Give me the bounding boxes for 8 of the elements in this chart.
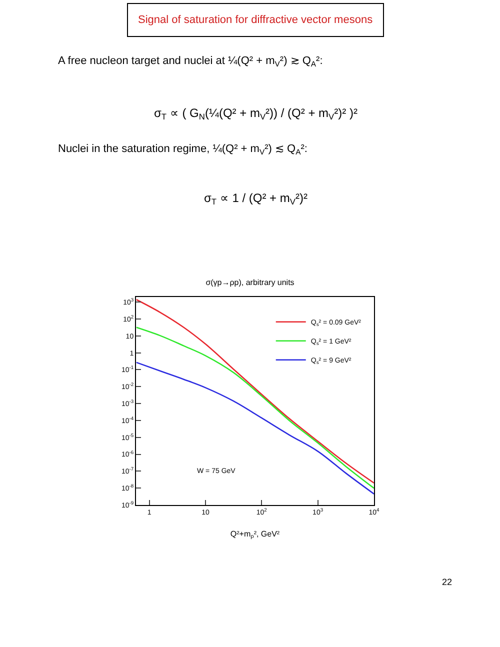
text: σ$_{T}$ ∝ 1 / (Q² + m$_{V}$²)² bbox=[204, 191, 308, 207]
text: Signal of saturation for diffractive vector mesons bbox=[138, 14, 374, 26]
chart-title: σ(γp→ρp), arbitrary units bbox=[206, 278, 294, 287]
text: 22 bbox=[442, 577, 452, 587]
text: Nuclei in the saturation regime, ¼(Q² + m$_{V}$²) ≲ Q$_{A}$²: bbox=[58, 143, 308, 156]
text: σ$_{T}$ ∝ ( G$_{N}$(¼(Q² + m$_{V}$²)) / (Q² + m$_{V}$²)² )² bbox=[154, 106, 358, 122]
x-axis-title: Q²+m$_{ρ}$², GeV² bbox=[230, 530, 280, 540]
text: A free nucleon target and nuclei at ¼(Q² + m$_{V}$²) ≳ Q$_{A}$²: bbox=[58, 55, 323, 68]
